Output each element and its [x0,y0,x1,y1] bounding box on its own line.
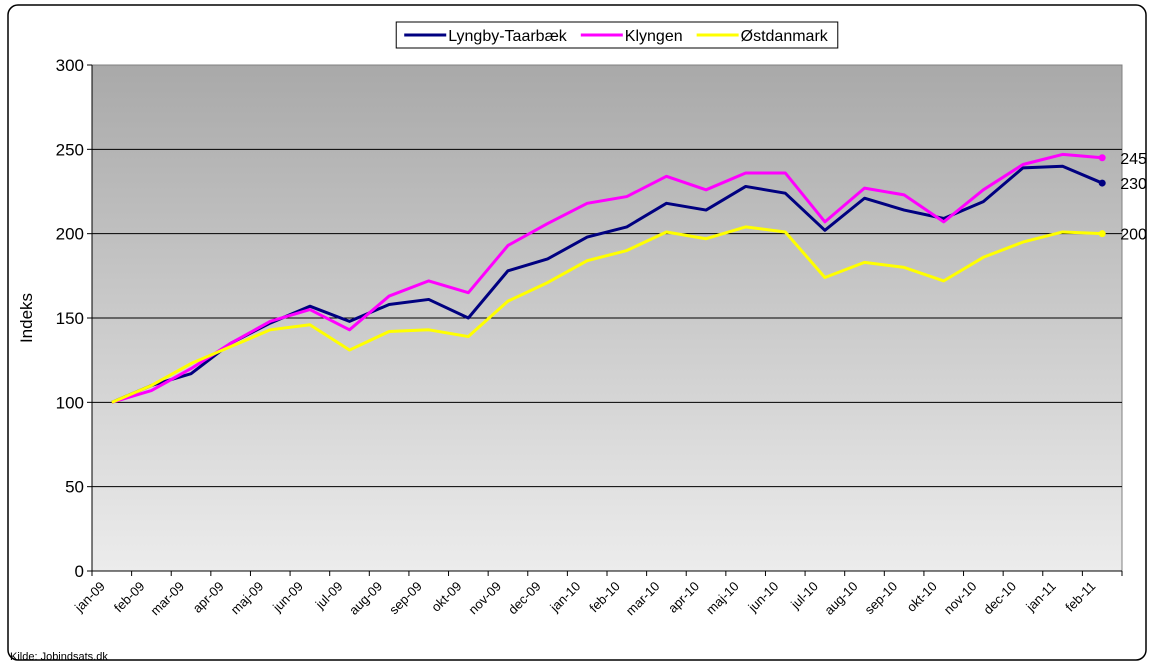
y-tick-label: 150 [56,309,84,328]
legend-label: Klyngen [625,28,683,45]
source: Kilde: Jobindsats.dk [10,651,108,663]
series-line [111,152,1103,404]
end-marker [1098,230,1106,238]
y-axis-label: Indeks [17,293,36,343]
y-tick-label: 100 [56,393,84,412]
series-line [111,225,1103,404]
y-tick-label: 300 [56,56,84,75]
data-label: 245 [1120,151,1147,168]
data-label: 200 [1120,227,1147,244]
data-label: 230 [1120,176,1147,193]
legend-label: Østdanmark [741,28,829,45]
end-marker [1098,154,1106,162]
y-tick-label: 50 [65,478,84,497]
legend-label: Lyngby-Taarbæk [448,28,568,45]
y-tick-label: 0 [75,562,84,581]
legend: Lyngby-Taarbæk Klyngen Østdanmark [395,21,839,49]
y-tick-label: 250 [56,140,84,159]
y-tick-label: 200 [56,225,84,244]
end-marker [1098,179,1106,187]
